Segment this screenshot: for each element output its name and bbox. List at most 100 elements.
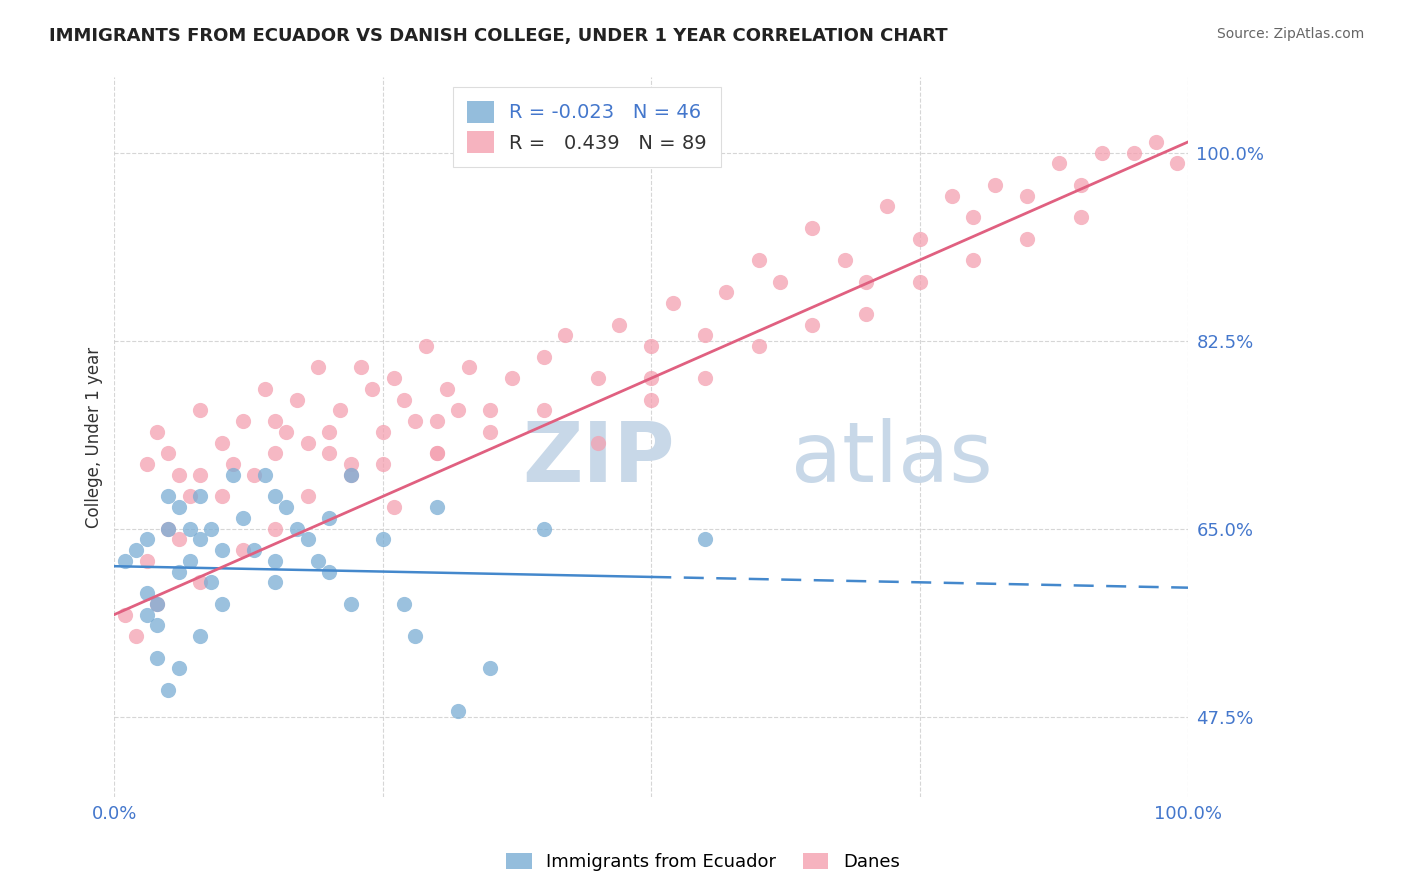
- Point: [586, 371, 609, 385]
- Point: [748, 253, 770, 268]
- Point: [941, 188, 963, 202]
- Point: [211, 597, 233, 611]
- Point: [125, 629, 148, 643]
- Point: [1070, 210, 1092, 224]
- Point: [167, 565, 190, 579]
- Point: [1047, 156, 1070, 170]
- Point: [984, 178, 1007, 192]
- Point: [264, 489, 287, 503]
- Point: [135, 533, 157, 547]
- Point: [962, 210, 984, 224]
- Point: [693, 371, 716, 385]
- Point: [264, 522, 287, 536]
- Point: [801, 318, 824, 332]
- Point: [693, 328, 716, 343]
- Point: [285, 392, 308, 407]
- Point: [394, 597, 416, 611]
- Point: [1015, 188, 1038, 202]
- Point: [1123, 145, 1146, 160]
- Point: [125, 543, 148, 558]
- Point: [350, 360, 373, 375]
- Point: [908, 275, 931, 289]
- Legend: Immigrants from Ecuador, Danes: Immigrants from Ecuador, Danes: [499, 846, 907, 879]
- Point: [188, 533, 211, 547]
- Point: [146, 618, 169, 632]
- Point: [457, 360, 479, 375]
- Point: [146, 597, 169, 611]
- Point: [135, 607, 157, 622]
- Point: [640, 371, 662, 385]
- Point: [661, 296, 683, 310]
- Point: [307, 360, 329, 375]
- Point: [188, 575, 211, 590]
- Point: [188, 467, 211, 482]
- Point: [157, 682, 180, 697]
- Point: [447, 704, 470, 718]
- Point: [307, 554, 329, 568]
- Point: [554, 328, 576, 343]
- Point: [855, 307, 877, 321]
- Point: [339, 467, 361, 482]
- Point: [586, 435, 609, 450]
- Point: [157, 446, 180, 460]
- Point: [200, 522, 222, 536]
- Point: [243, 467, 266, 482]
- Point: [382, 371, 405, 385]
- Point: [371, 533, 394, 547]
- Point: [135, 586, 157, 600]
- Point: [211, 489, 233, 503]
- Point: [146, 597, 169, 611]
- Point: [415, 339, 437, 353]
- Legend: R = -0.023   N = 46, R =   0.439   N = 89: R = -0.023 N = 46, R = 0.439 N = 89: [453, 87, 721, 167]
- Point: [339, 597, 361, 611]
- Y-axis label: College, Under 1 year: College, Under 1 year: [86, 347, 103, 528]
- Point: [394, 392, 416, 407]
- Point: [157, 522, 180, 536]
- Text: atlas: atlas: [790, 418, 993, 500]
- Point: [693, 533, 716, 547]
- Text: IMMIGRANTS FROM ECUADOR VS DANISH COLLEGE, UNDER 1 YEAR CORRELATION CHART: IMMIGRANTS FROM ECUADOR VS DANISH COLLEG…: [49, 27, 948, 45]
- Point: [748, 339, 770, 353]
- Point: [1091, 145, 1114, 160]
- Point: [264, 446, 287, 460]
- Point: [188, 403, 211, 417]
- Point: [285, 522, 308, 536]
- Point: [834, 253, 856, 268]
- Point: [221, 457, 243, 471]
- Point: [157, 522, 180, 536]
- Point: [232, 511, 254, 525]
- Point: [264, 414, 287, 428]
- Point: [188, 489, 211, 503]
- Point: [146, 425, 169, 439]
- Point: [533, 350, 555, 364]
- Point: [114, 607, 136, 622]
- Point: [479, 403, 502, 417]
- Point: [200, 575, 222, 590]
- Point: [276, 425, 298, 439]
- Point: [1166, 156, 1188, 170]
- Point: [339, 457, 361, 471]
- Point: [361, 382, 384, 396]
- Point: [318, 565, 340, 579]
- Point: [501, 371, 523, 385]
- Point: [855, 275, 877, 289]
- Point: [297, 435, 319, 450]
- Point: [1015, 231, 1038, 245]
- Point: [243, 543, 266, 558]
- Text: Source: ZipAtlas.com: Source: ZipAtlas.com: [1216, 27, 1364, 41]
- Point: [640, 392, 662, 407]
- Point: [533, 403, 555, 417]
- Point: [232, 414, 254, 428]
- Point: [146, 650, 169, 665]
- Point: [371, 425, 394, 439]
- Point: [264, 554, 287, 568]
- Point: [425, 446, 447, 460]
- Point: [640, 339, 662, 353]
- Point: [135, 554, 157, 568]
- Point: [211, 543, 233, 558]
- Point: [382, 500, 405, 515]
- Point: [297, 489, 319, 503]
- Point: [404, 629, 426, 643]
- Point: [436, 382, 458, 396]
- Point: [318, 511, 340, 525]
